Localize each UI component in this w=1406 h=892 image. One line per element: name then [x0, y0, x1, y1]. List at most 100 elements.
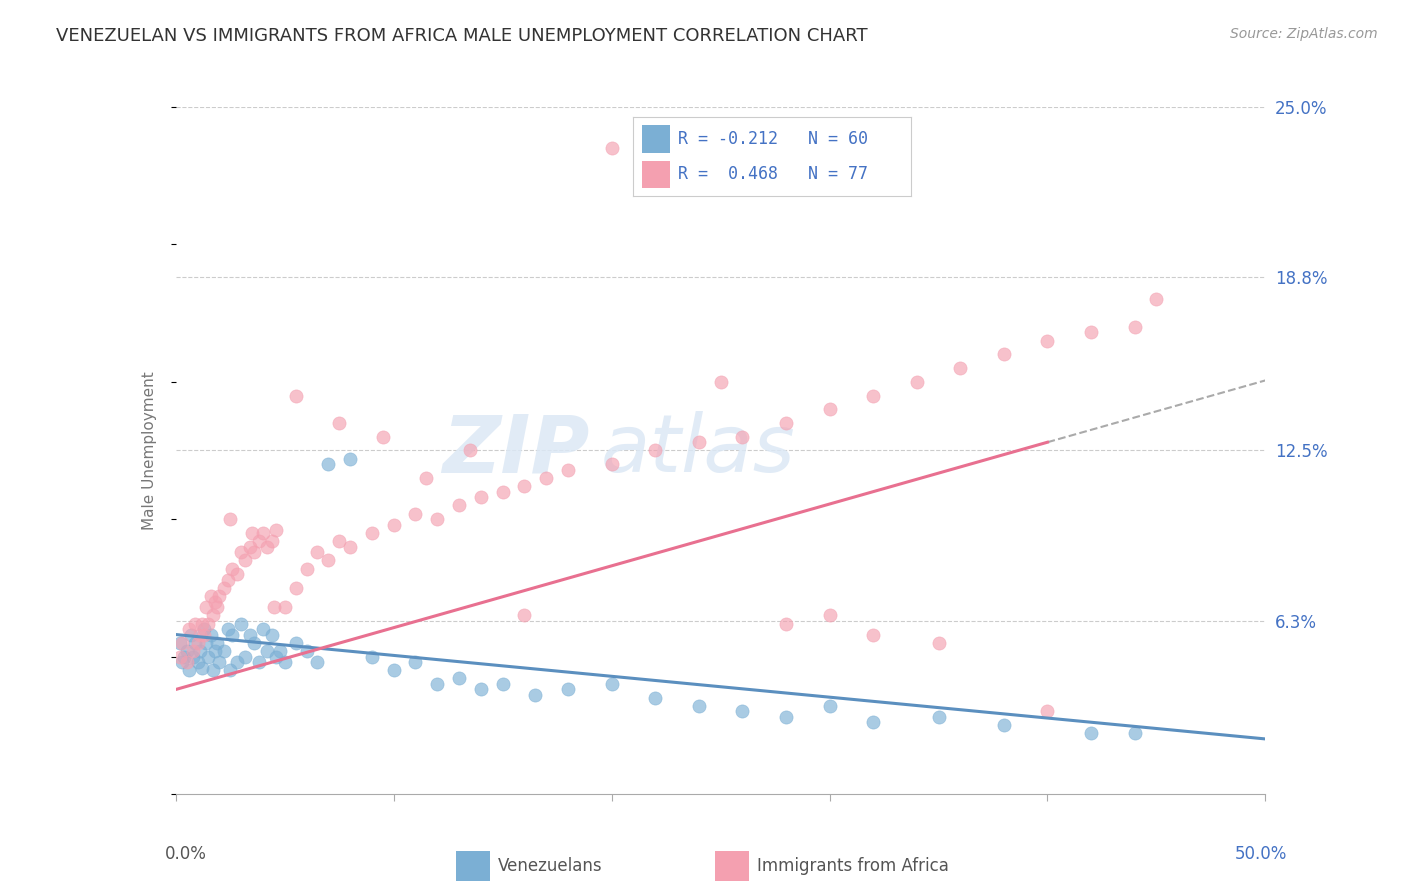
Point	[264, 649, 287, 664]
Point	[426, 677, 449, 691]
Point	[600, 677, 623, 691]
Point	[231, 545, 253, 559]
Point	[492, 484, 515, 499]
Point	[191, 616, 214, 631]
Point	[905, 375, 928, 389]
Point	[197, 649, 219, 664]
Point	[1036, 705, 1059, 719]
Point	[405, 507, 427, 521]
Point	[181, 649, 204, 664]
Point	[1036, 334, 1059, 348]
Point	[600, 457, 623, 471]
Text: ZIP: ZIP	[443, 411, 591, 490]
Point	[176, 644, 198, 658]
Text: atlas: atlas	[600, 411, 796, 490]
Point	[217, 573, 239, 587]
Text: R = -0.212   N = 60: R = -0.212 N = 60	[678, 129, 868, 148]
Point	[219, 663, 242, 677]
Point	[993, 718, 1015, 732]
Point	[235, 553, 257, 567]
Point	[176, 655, 198, 669]
Point	[200, 627, 222, 641]
Point	[534, 471, 557, 485]
Point	[172, 655, 194, 669]
Point	[201, 608, 224, 623]
Point	[180, 627, 202, 641]
Point	[274, 655, 297, 669]
Point	[188, 627, 211, 641]
Point	[862, 627, 884, 641]
Point	[818, 608, 841, 623]
Point	[239, 540, 262, 554]
Point	[284, 636, 307, 650]
Point	[260, 534, 283, 549]
Point	[295, 644, 318, 658]
Point	[186, 636, 209, 650]
Bar	[456, 851, 489, 881]
Text: 50.0%: 50.0%	[1234, 846, 1288, 863]
Point	[208, 655, 231, 669]
Point	[191, 660, 214, 674]
Point	[235, 649, 257, 664]
Point	[775, 416, 797, 430]
Point	[177, 622, 200, 636]
Point	[360, 649, 382, 664]
Point	[731, 705, 754, 719]
Point	[492, 677, 515, 691]
Point	[260, 627, 283, 641]
Point	[204, 594, 226, 608]
Point	[195, 600, 218, 615]
Bar	[641, 161, 669, 188]
Point	[458, 443, 481, 458]
Point	[204, 644, 226, 658]
Point	[188, 644, 211, 658]
Point	[193, 627, 215, 641]
Point	[184, 636, 207, 650]
Point	[371, 430, 394, 444]
Point	[177, 663, 200, 677]
Point	[205, 636, 228, 650]
Text: 0.0%: 0.0%	[165, 846, 207, 863]
Point	[208, 589, 231, 603]
Point	[217, 622, 239, 636]
Text: Immigrants from Africa: Immigrants from Africa	[758, 857, 949, 875]
Point	[205, 600, 228, 615]
Point	[247, 534, 270, 549]
Point	[240, 525, 263, 540]
Point	[557, 463, 579, 477]
Point	[513, 608, 536, 623]
Text: Source: ZipAtlas.com: Source: ZipAtlas.com	[1230, 27, 1378, 41]
Point	[274, 600, 297, 615]
Point	[318, 553, 340, 567]
Text: Venezuelans: Venezuelans	[498, 857, 602, 875]
Point	[201, 663, 224, 677]
Point	[1080, 726, 1102, 740]
Point	[243, 636, 266, 650]
Point	[219, 512, 242, 526]
Point	[173, 649, 195, 664]
Point	[307, 655, 329, 669]
Bar	[716, 851, 749, 881]
Point	[221, 561, 243, 575]
Point	[200, 589, 222, 603]
Point	[557, 682, 579, 697]
Point	[731, 430, 754, 444]
Point	[524, 688, 547, 702]
Point	[295, 561, 318, 575]
Point	[862, 388, 884, 402]
Point	[447, 672, 470, 686]
Point	[1123, 726, 1146, 740]
Text: R =  0.468   N = 77: R = 0.468 N = 77	[678, 165, 868, 183]
Point	[256, 644, 278, 658]
Point	[447, 499, 470, 513]
Point	[339, 451, 361, 466]
Point	[195, 636, 218, 650]
Point	[264, 523, 287, 537]
Point	[688, 698, 710, 713]
Point	[710, 375, 733, 389]
Point	[644, 443, 666, 458]
Point	[212, 644, 235, 658]
Point	[221, 627, 243, 641]
Point	[688, 435, 710, 450]
Point	[382, 517, 405, 532]
